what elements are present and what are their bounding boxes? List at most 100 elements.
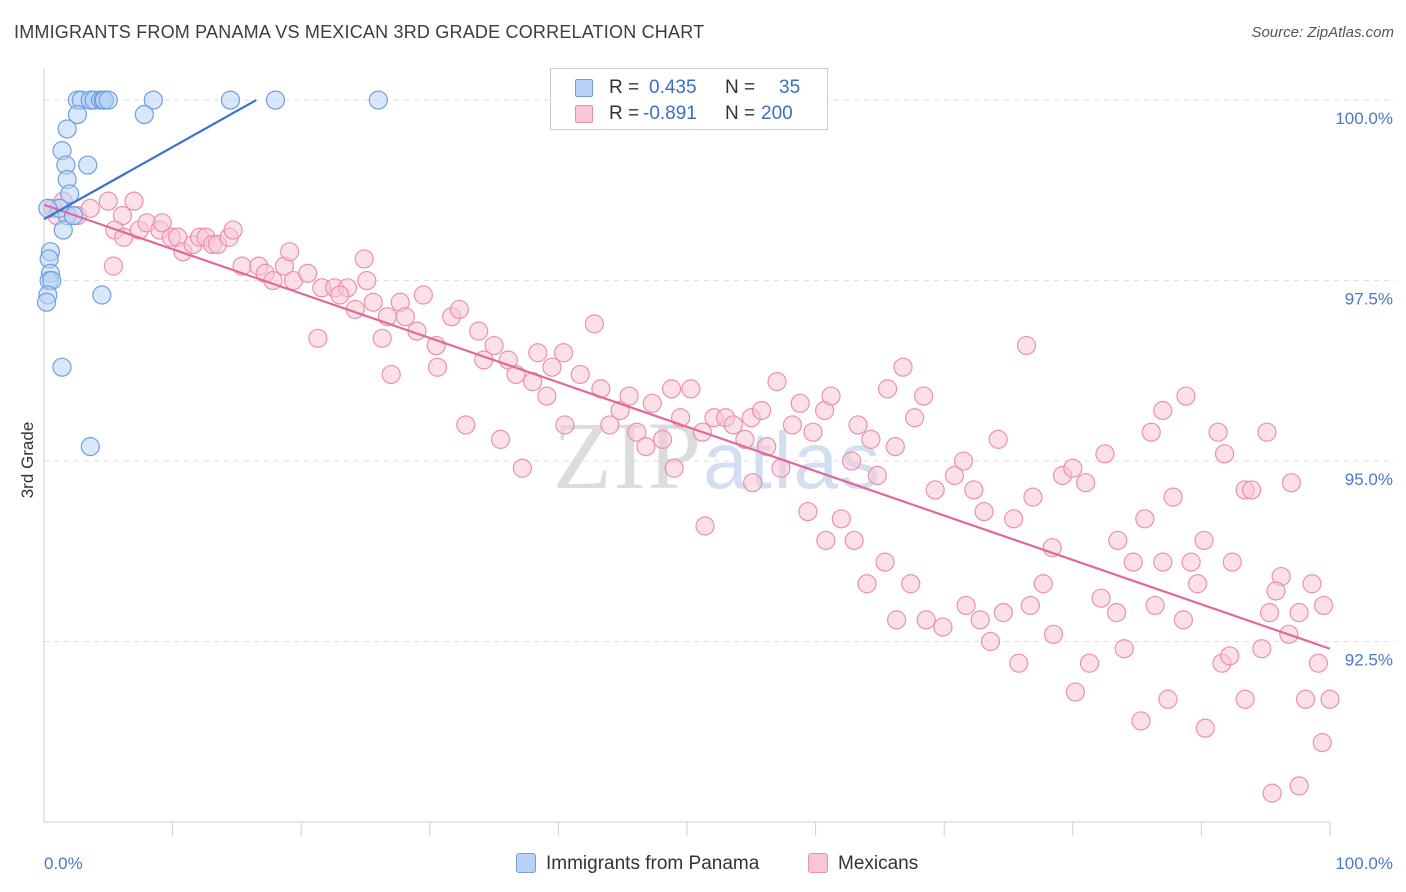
mexicans-point: [988, 429, 1008, 449]
legend-r-label: R =: [609, 103, 640, 124]
mexicans-point: [790, 393, 810, 413]
mexicans-point: [1222, 552, 1242, 572]
mexicans-swatch: [575, 105, 593, 123]
mexicans-point: [867, 465, 887, 486]
mexicans-legend-label: Mexicans: [838, 853, 919, 874]
mexicans-point: [570, 364, 590, 385]
y-tick-label: 100.0%: [1335, 109, 1393, 128]
mexicans-point: [798, 501, 818, 522]
mexicans-point: [1141, 422, 1161, 442]
mexicans-point: [695, 516, 715, 536]
mexicans-point: [681, 379, 701, 399]
mexicans-point: [831, 509, 851, 529]
mexicans-point: [537, 386, 557, 406]
mexicans-point: [1123, 552, 1143, 572]
mexicans-point: [1158, 689, 1178, 709]
mexicans-point: [1009, 653, 1029, 673]
mexicans-point: [584, 314, 605, 334]
mexicans-point: [1181, 552, 1201, 572]
mexicans-point: [1262, 783, 1282, 803]
legend-row-mexicans: R = -0.891 N = 200: [551, 101, 827, 127]
legend-r-value: -0.891: [643, 103, 697, 124]
panama-point: [36, 292, 57, 312]
mexicans-point: [542, 357, 562, 377]
mexicans-point: [1281, 473, 1302, 493]
mexicans-point: [1135, 509, 1155, 529]
source-label: Source: ZipAtlas.com: [1251, 24, 1394, 41]
mexicans-point: [1004, 509, 1024, 529]
mexicans-point: [357, 270, 377, 291]
mexicans-point: [1214, 444, 1235, 464]
mexicans-point: [964, 480, 984, 500]
mexicans-point: [427, 357, 448, 377]
stats-legend: R = 0.435 N = 35 R = -0.891 N = 200: [550, 68, 828, 130]
mexicans-point: [1241, 480, 1262, 500]
mexicans-point: [1220, 646, 1240, 666]
mexicans-point: [742, 473, 763, 493]
mexicans-legend-swatch: [808, 853, 828, 873]
mexicans-point: [887, 610, 907, 630]
mexicans-point: [413, 285, 433, 305]
mexicans-point: [944, 465, 965, 486]
y-tick-label: 97.5%: [1345, 290, 1393, 309]
mexicans-point: [124, 191, 144, 211]
mexicans-point: [528, 343, 548, 363]
mexicans-point: [821, 386, 841, 406]
mexicans-point: [735, 429, 755, 449]
mexicans-point: [782, 415, 803, 435]
panama-point: [368, 90, 388, 110]
mexicans-point: [1259, 603, 1280, 623]
mexicans-point: [490, 429, 511, 449]
mexicans-point: [1131, 711, 1151, 731]
mexicans-point: [757, 437, 777, 457]
mexicans-point: [354, 249, 374, 269]
mexicans-point: [1176, 386, 1196, 406]
mexicans-point: [512, 458, 532, 478]
mexicans-point: [1302, 574, 1322, 594]
mexicans-point: [956, 595, 976, 616]
mexicans-point: [553, 343, 574, 363]
mexicans-point: [98, 191, 118, 211]
legend-n-value: 35: [779, 77, 801, 98]
mexicans-point: [484, 335, 504, 356]
mexicans-point: [1153, 400, 1173, 421]
mexicans-point: [1266, 581, 1286, 601]
panama-point: [220, 90, 241, 110]
x-tick-label: 0.0%: [44, 854, 83, 873]
mexicans-point: [1063, 458, 1083, 478]
mexicans-point: [925, 480, 945, 500]
mexicans-point: [1313, 595, 1334, 616]
mexicans-point: [642, 393, 662, 413]
mexicans-point: [103, 256, 124, 276]
mexicans-point: [1091, 588, 1111, 608]
panama-legend-label: Immigrants from Panama: [546, 853, 760, 874]
mexicans-point: [1076, 473, 1096, 493]
mexicans-point: [1163, 487, 1183, 507]
mexicans-point: [1033, 574, 1053, 594]
chart-title: IMMIGRANTS FROM PANAMA VS MEXICAN 3RD GR…: [14, 22, 705, 42]
mexicans-point: [723, 415, 743, 435]
panama-point: [143, 90, 163, 110]
mexicans-point: [875, 552, 895, 572]
mexicans-point: [152, 213, 172, 233]
mexicans-point: [1153, 552, 1173, 572]
mexicans-point: [1043, 624, 1064, 644]
mexicans-point: [1016, 335, 1037, 356]
mexicans-point: [803, 422, 823, 442]
mexicans-point: [848, 415, 868, 435]
panama-points: [36, 90, 388, 457]
mexicans-point: [1187, 574, 1208, 594]
mexicans-point: [953, 451, 974, 471]
panama-point: [60, 184, 80, 204]
mexicans-point: [751, 400, 772, 421]
tick-labels: 92.5% 95.0% 97.5% 100.0% 0.0% 100.0%: [44, 109, 1393, 873]
legend-row-panama: R = 0.435 N = 35: [551, 75, 827, 101]
mexicans-point: [885, 437, 905, 457]
y-tick-label: 95.0%: [1345, 470, 1393, 489]
mexicans-point: [914, 386, 934, 406]
mexicans-point: [893, 357, 913, 377]
mexicans-point: [661, 379, 682, 399]
mexicans-point: [1023, 487, 1043, 507]
panama-swatch: [575, 79, 593, 97]
